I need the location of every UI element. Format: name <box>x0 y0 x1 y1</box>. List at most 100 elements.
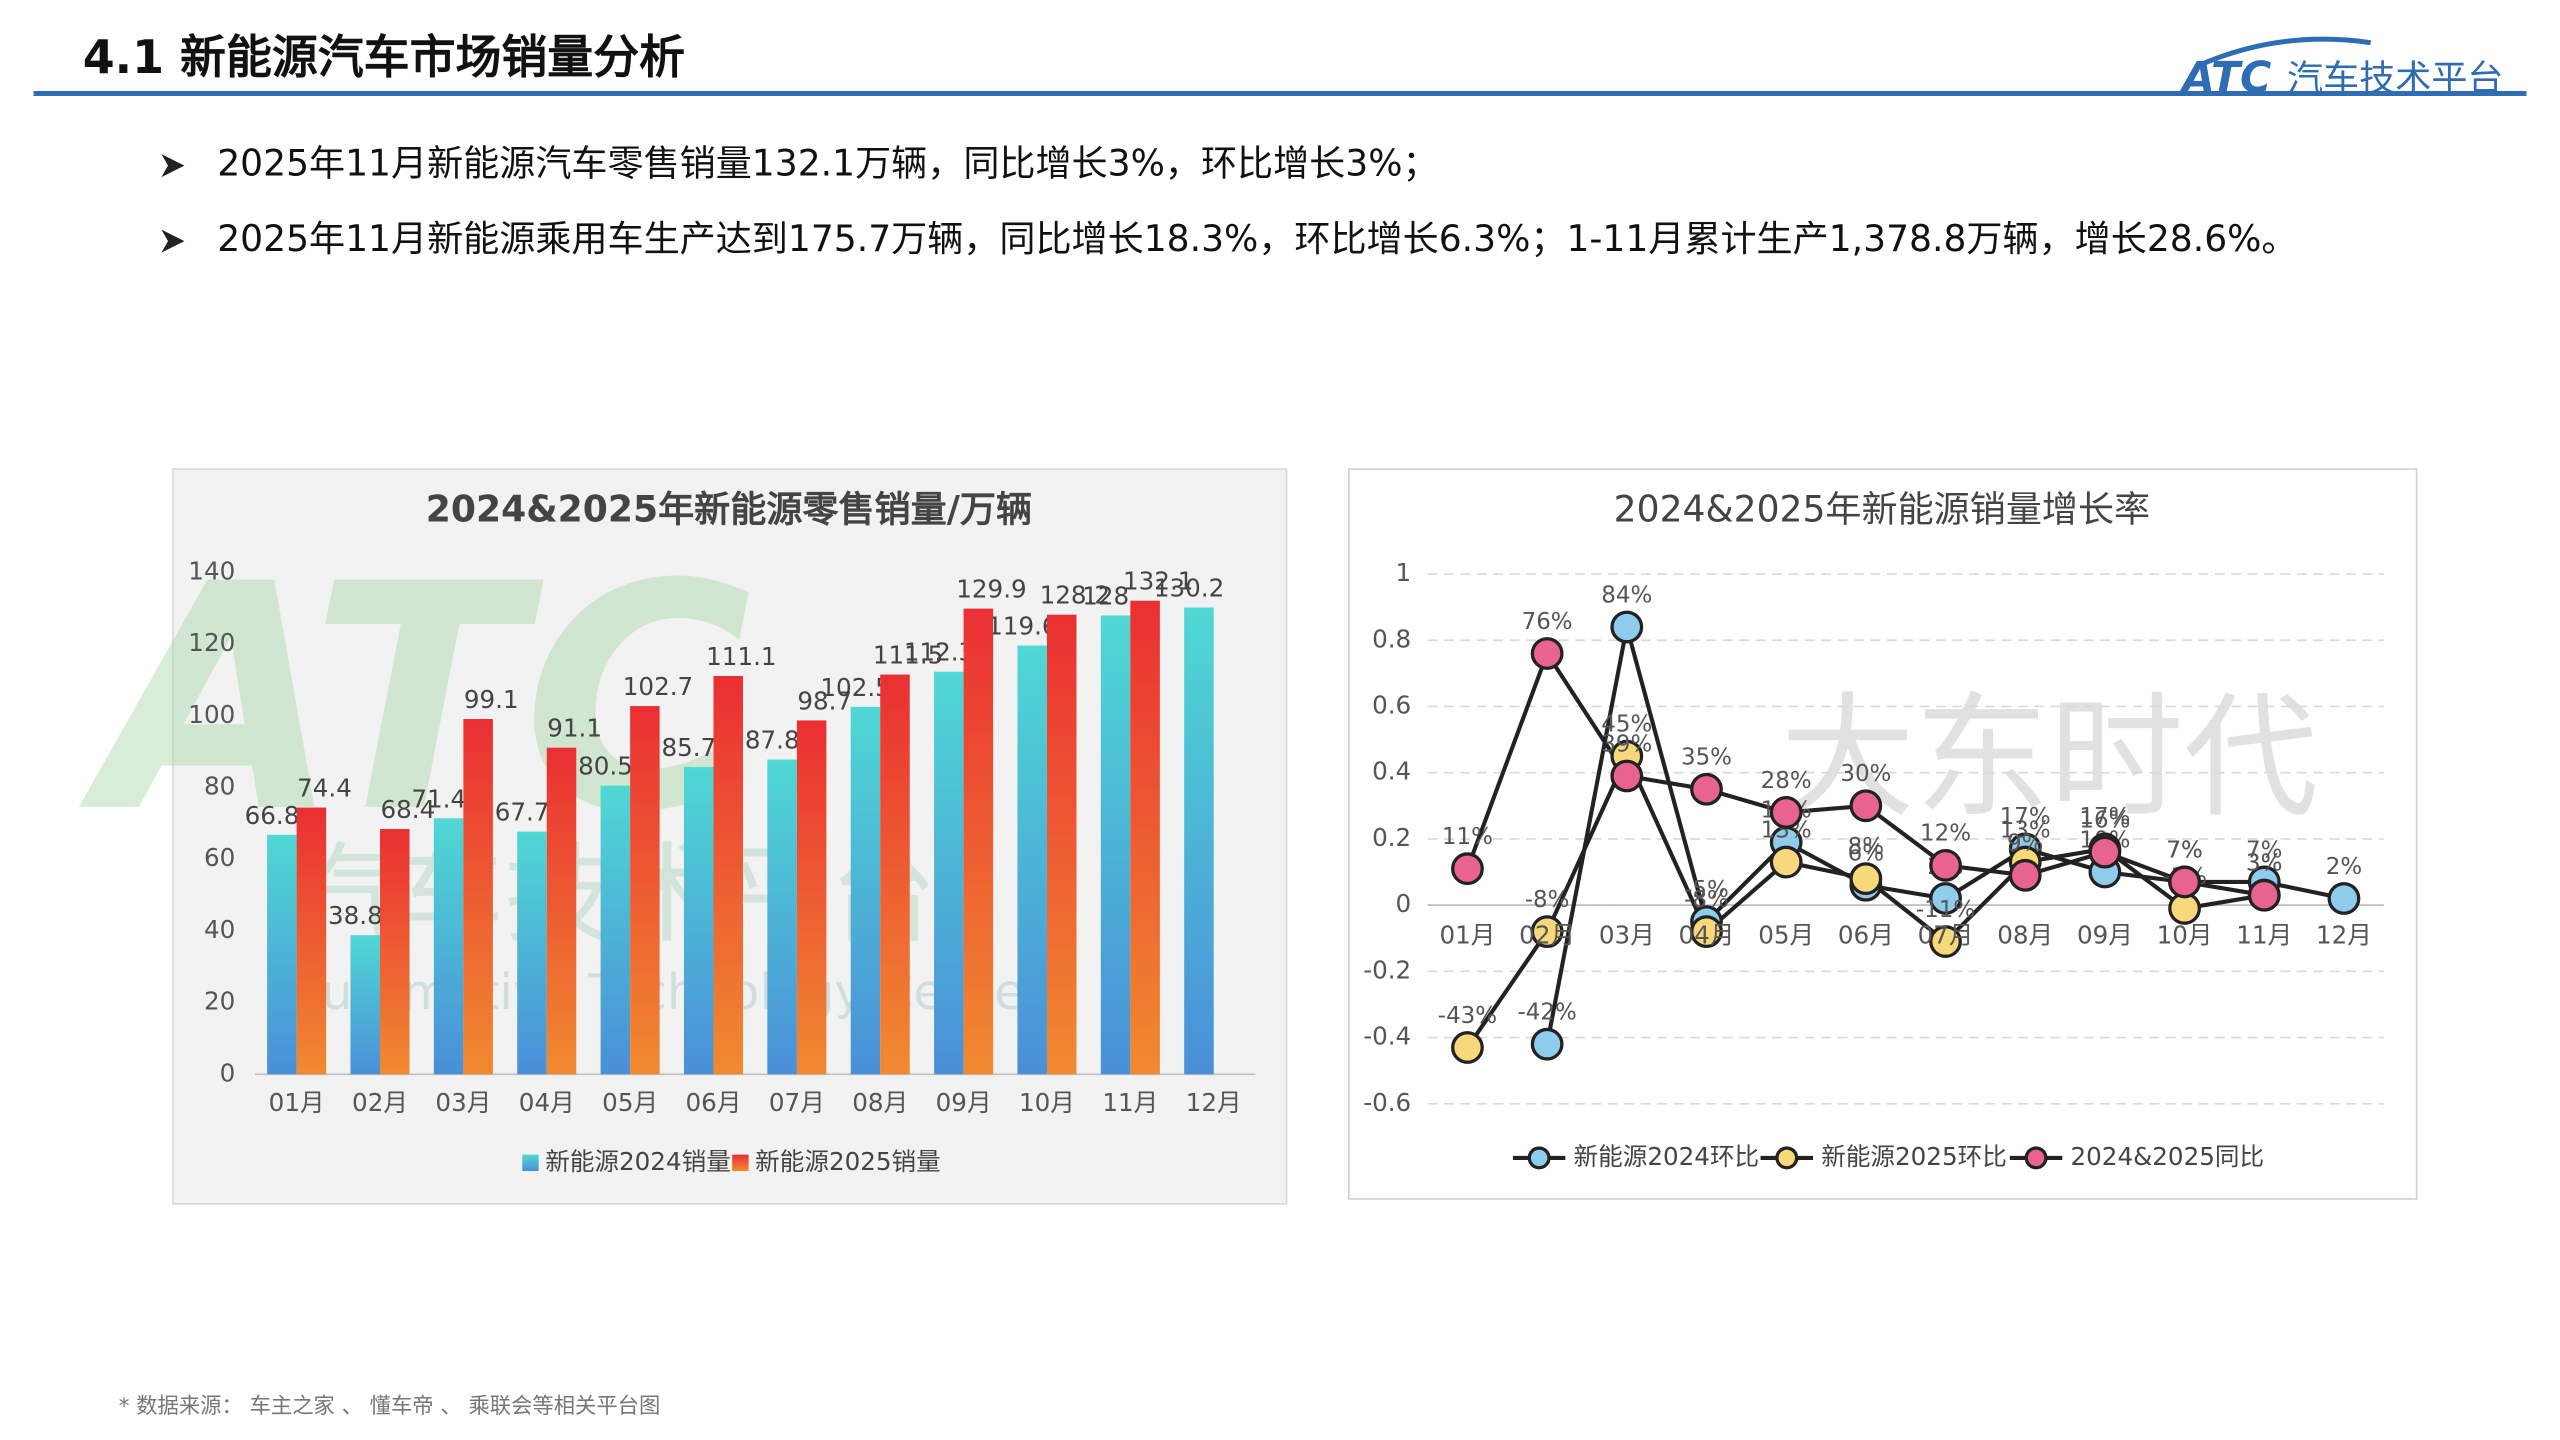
data-label: -8% <box>1525 887 1570 913</box>
data-label: 102.7 <box>623 672 693 701</box>
bullet: 2025年11月新能源汽车零售销量132.1万辆，同比增长3%，环比增长3%； <box>217 143 1438 185</box>
legend-marker <box>2024 1146 2048 1170</box>
y-tick-label: 60 <box>204 843 235 872</box>
x-tick-label: 03月 <box>435 1088 491 1117</box>
logo-text: 汽车技术平台 <box>2287 57 2503 99</box>
bar <box>463 719 493 1075</box>
data-label: 7% <box>2166 837 2202 863</box>
x-tick-label: 09月 <box>936 1088 992 1117</box>
y-tick-label: 0 <box>220 1058 236 1087</box>
x-tick-label: 03月 <box>1599 920 1655 949</box>
data-label: 17% <box>2079 804 2130 830</box>
data-label: 7% <box>2246 837 2282 863</box>
bar <box>433 818 464 1075</box>
point <box>1929 925 1962 958</box>
bar <box>767 759 797 1075</box>
data-label: 87.8 <box>745 725 800 754</box>
point <box>1690 772 1723 806</box>
point <box>1530 637 1564 670</box>
x-tick-label: 12月 <box>1186 1088 1242 1117</box>
legend-swatch <box>522 1154 539 1172</box>
logo-mark: ATC <box>2179 53 2271 103</box>
data-label: 16% <box>2079 807 2130 833</box>
data-label: 35% <box>1681 745 1732 771</box>
data-label: 71.4 <box>411 784 466 813</box>
data-label: 80.5 <box>578 752 633 781</box>
bar <box>934 671 964 1075</box>
data-label: -42% <box>1517 1000 1576 1026</box>
y-tick-label: 40 <box>204 915 235 944</box>
data-label: 74.4 <box>297 774 352 803</box>
data-label: 7% <box>2166 837 2202 863</box>
data-label: 111.1 <box>706 642 776 671</box>
chart-frame <box>1348 468 2418 1200</box>
data-label: 84% <box>1601 582 1652 608</box>
bar <box>517 831 547 1075</box>
point <box>2247 878 2281 912</box>
data-label: 111.5 <box>873 641 943 670</box>
x-tick-label: 10月 <box>1019 1088 1075 1117</box>
data-label: 3% <box>2246 851 2282 877</box>
data-label: 99.1 <box>464 685 519 714</box>
x-tick-label: 05月 <box>602 1088 658 1117</box>
bar <box>1130 600 1160 1075</box>
bar <box>880 674 910 1075</box>
point <box>1769 796 1803 829</box>
data-label: 12% <box>1920 821 1971 847</box>
point <box>2008 858 2042 892</box>
point <box>2327 882 2361 915</box>
x-tick-label: 02月 <box>352 1088 408 1117</box>
legend-marker <box>1775 1146 1799 1170</box>
bar <box>683 767 714 1075</box>
x-tick-label: 07月 <box>1918 920 1974 949</box>
point <box>2088 835 2122 869</box>
y-tick-label: 0.4 <box>1372 757 1411 786</box>
y-tick-label: 1 <box>1396 558 1412 587</box>
footnote: * 数据来源： 车主之家 、 懂车帝 、 乘联会等相关平台图 <box>119 1394 661 1419</box>
y-tick-label: -0.2 <box>1363 955 1411 984</box>
data-label: 130.2 <box>1154 573 1224 602</box>
chart-title: 2024&2025年新能源销量增长率 <box>1614 489 2150 531</box>
point <box>1530 915 1564 949</box>
point <box>1610 610 1644 644</box>
data-label: 8% <box>1848 834 1884 860</box>
data-label: 30% <box>1840 761 1891 787</box>
legend-label: 新能源2024销量 <box>545 1147 731 1176</box>
point <box>1929 848 1962 882</box>
y-tick-label: 80 <box>204 771 235 800</box>
data-label: -11% <box>1916 897 1975 923</box>
bar <box>350 935 380 1075</box>
data-label: 11% <box>1442 824 1493 850</box>
legend-label: 新能源2025销量 <box>755 1147 941 1176</box>
x-tick-label: 01月 <box>269 1088 325 1117</box>
bar <box>546 747 577 1075</box>
data-label: 45% <box>1601 711 1652 737</box>
bar <box>713 675 744 1075</box>
x-tick-label: 04月 <box>519 1088 575 1117</box>
data-label: 85.7 <box>662 733 717 762</box>
x-tick-label: 06月 <box>686 1088 742 1117</box>
data-label: 39% <box>1601 731 1652 757</box>
x-tick-label: 07月 <box>769 1088 825 1117</box>
logo-swoosh <box>2197 36 2372 68</box>
data-label: 2% <box>2326 854 2362 880</box>
bar <box>963 608 994 1075</box>
data-label: 68.4 <box>380 795 435 824</box>
data-label: 102.5 <box>820 673 890 702</box>
bar <box>1017 645 1047 1075</box>
point <box>1849 789 1883 823</box>
data-label: 9% <box>2007 831 2043 857</box>
bar <box>1046 614 1077 1075</box>
point <box>1690 915 1723 949</box>
legend-label: 2024&2025同比 <box>2071 1142 2265 1171</box>
legend-label: 新能源2024环比 <box>1574 1142 1760 1171</box>
x-tick-label: 10月 <box>2157 920 2213 949</box>
point <box>1530 1027 1564 1061</box>
data-label: 13% <box>2000 817 2051 843</box>
x-tick-label: 08月 <box>1997 920 2053 949</box>
legend-swatch <box>732 1154 749 1172</box>
bar <box>850 706 881 1075</box>
x-tick-label: 11月 <box>1102 1088 1158 1117</box>
chart-title: 2024&2025年新能源零售销量/万辆 <box>426 489 1032 531</box>
x-tick-label: 04月 <box>1679 920 1735 949</box>
